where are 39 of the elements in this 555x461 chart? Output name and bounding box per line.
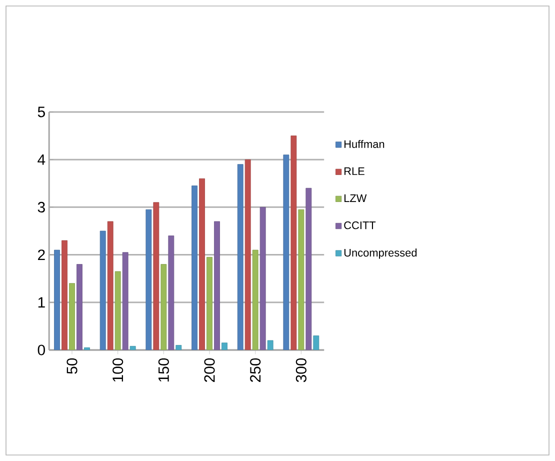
y-tick-label: 1 <box>38 297 45 308</box>
x-tick-label: 150 <box>158 358 169 382</box>
bar <box>160 264 167 350</box>
legend-label: Uncompressed <box>344 248 417 259</box>
bar <box>244 159 251 350</box>
bar <box>206 256 212 350</box>
x-tick-label: 300 <box>296 358 306 382</box>
legend-label: Huffman <box>344 140 384 148</box>
bar <box>237 164 244 350</box>
bar <box>306 188 312 350</box>
legend-label: CCITT <box>344 221 376 230</box>
bar <box>76 264 82 350</box>
bar <box>100 230 106 350</box>
bar <box>107 221 114 350</box>
bar <box>168 236 174 350</box>
legend-label: LZW <box>344 194 367 202</box>
bar <box>62 240 68 350</box>
bar <box>192 186 198 350</box>
x-tick-label: 200 <box>204 358 215 382</box>
bar <box>214 221 220 350</box>
x-tick-label: 250 <box>250 358 261 382</box>
bar <box>54 250 60 350</box>
bar <box>252 250 258 350</box>
bar <box>290 136 297 350</box>
y-tick-label: 2 <box>38 250 45 260</box>
bar <box>69 283 75 350</box>
bar <box>153 202 160 350</box>
legend-label: RLE <box>344 167 364 175</box>
y-tick-label: 0 <box>38 344 45 356</box>
bar <box>122 252 128 350</box>
bar <box>199 178 205 350</box>
x-tick-label: 100 <box>112 358 124 382</box>
x-tick-label: 50 <box>66 358 78 374</box>
bar <box>114 271 121 350</box>
y-tick-label: 4 <box>38 154 46 165</box>
y-tick-label: 5 <box>38 106 45 118</box>
y-tick-label: 3 <box>38 202 45 212</box>
bar <box>298 209 304 350</box>
bar <box>260 206 266 350</box>
